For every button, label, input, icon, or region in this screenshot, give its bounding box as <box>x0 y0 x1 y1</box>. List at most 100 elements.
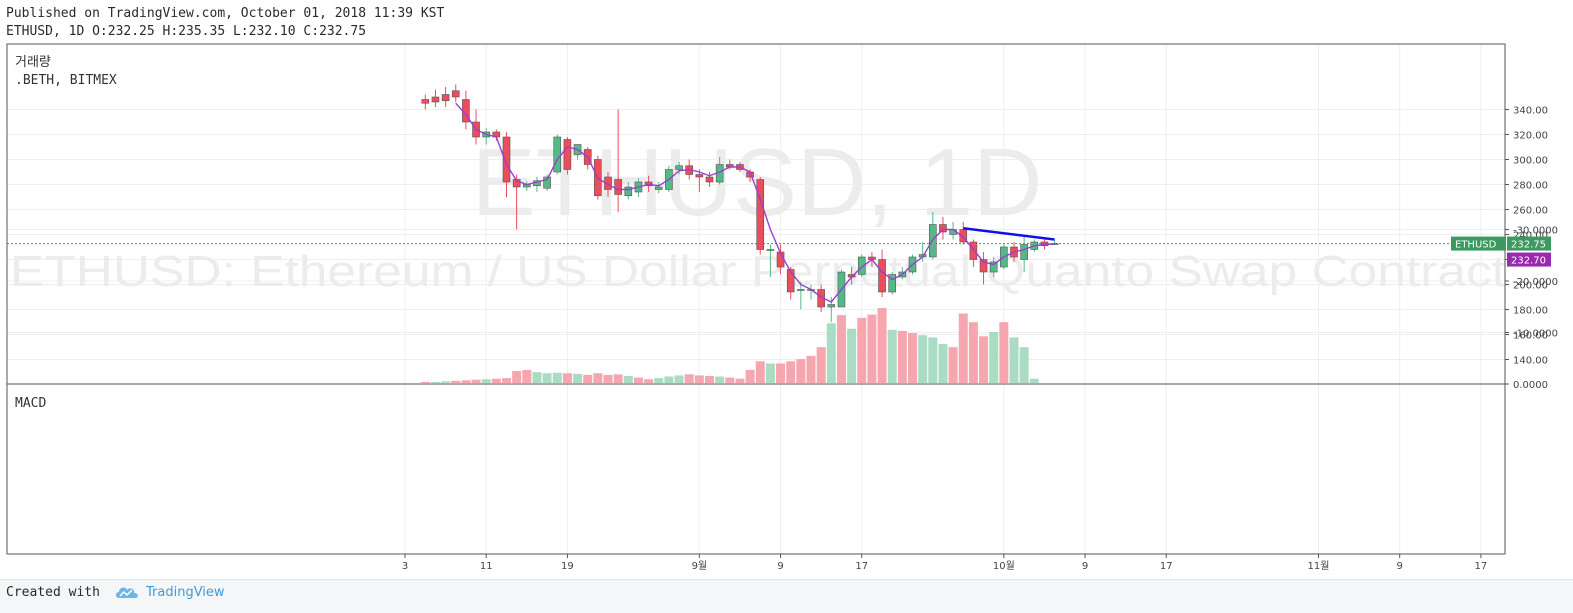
main-pane-label: 거래량 <box>15 55 51 70</box>
volume-bar <box>512 371 522 383</box>
price-tick-label: 280.00 <box>1513 181 1548 192</box>
candle-body <box>695 174 704 178</box>
price-tick-label: 260.00 <box>1513 206 1548 217</box>
volume-bar <box>958 313 968 383</box>
volume-bar <box>765 363 775 383</box>
volume-bar <box>532 372 542 383</box>
volume-bar <box>968 322 978 383</box>
volume-bar <box>471 379 481 383</box>
volume-bar <box>644 379 654 383</box>
candle-body <box>969 241 978 260</box>
macd-tick-label: -10.0000 <box>1513 329 1558 340</box>
volume-bar <box>1029 378 1039 383</box>
tradingview-cloud-icon[interactable] <box>114 584 140 600</box>
created-with-text: Created with <box>6 585 100 600</box>
volume-bar <box>806 355 816 383</box>
pane-border <box>6 43 1506 555</box>
volume-bar <box>887 329 897 383</box>
last-price-symbol: ETHUSD <box>1455 240 1497 251</box>
volume-bar <box>908 333 917 383</box>
volume-bar <box>796 359 806 383</box>
volume-bar <box>441 381 451 383</box>
price-tick-label: 180.00 <box>1513 306 1548 317</box>
candle-body <box>614 179 622 195</box>
volume-bar <box>522 369 532 383</box>
candle-body <box>857 256 866 275</box>
axes: 140.00160.00180.00200.00220.00240.00260.… <box>402 106 1558 573</box>
volume-bar <box>451 380 461 383</box>
watermark-description: ETHUSD: Ethereum / US Dollar Perpetual Q… <box>10 247 1506 296</box>
moving-average <box>455 102 1055 303</box>
time-tick-label: 17 <box>1160 561 1173 572</box>
volume-bar <box>816 347 826 383</box>
published-header: Published on TradingView.com, October 01… <box>6 6 445 21</box>
candle-body <box>563 139 572 170</box>
candle-body <box>878 259 886 293</box>
last-price-symbol-badge <box>1451 236 1506 251</box>
candle-body <box>939 224 947 233</box>
candle-body <box>888 274 897 293</box>
price-tick-label: 200.00 <box>1513 281 1548 292</box>
volume-bar <box>664 376 674 383</box>
volume-bar <box>745 369 755 383</box>
time-tick-label: 17 <box>1475 561 1488 572</box>
candle-body <box>756 179 765 250</box>
candle-body <box>786 269 795 293</box>
volume-bar <box>725 377 735 383</box>
moving-average-line <box>455 102 1055 303</box>
grid-lines <box>7 44 1505 554</box>
volume-bar <box>836 315 846 383</box>
volume-bar <box>897 330 907 383</box>
main-pane-sublabel: .BETH, BITMEX <box>15 73 117 88</box>
volume-bars <box>420 308 1039 383</box>
price-tick-label: 340.00 <box>1513 106 1548 117</box>
time-tick-label: 10월 <box>993 560 1015 572</box>
time-tick-label: 11월 <box>1308 560 1330 572</box>
volume-bar <box>623 375 633 383</box>
time-tick-label: 19 <box>561 561 574 572</box>
time-tick-label: 9 <box>777 561 783 572</box>
volume-bar <box>491 378 501 383</box>
volume-bar <box>502 378 511 383</box>
volume-bar <box>755 361 765 383</box>
price-tick-label: 160.00 <box>1513 331 1548 342</box>
time-tick-label: 9월 <box>692 560 708 572</box>
macd-tick-label: -30.0000 <box>1513 226 1558 237</box>
volume-bar <box>826 323 836 383</box>
footer: Created with TradingView <box>0 579 1573 613</box>
volume-bar <box>654 378 664 383</box>
macd-pane-label: MACD <box>15 396 46 411</box>
candle-body <box>604 176 612 190</box>
price-tick-label: 300.00 <box>1513 156 1548 167</box>
candle-body <box>441 94 450 102</box>
volume-bar <box>877 308 887 383</box>
candle-body <box>675 165 683 170</box>
candle-body <box>827 304 836 308</box>
other-price-value: 232.70 <box>1511 256 1546 267</box>
chart-canvas[interactable]: ETHUSD, 1D ETHUSD: Ethereum / US Dollar … <box>0 0 1573 580</box>
volume-bar <box>938 343 948 383</box>
volume-bar <box>481 379 491 383</box>
candle-body <box>705 176 714 183</box>
volume-bar <box>684 374 694 383</box>
candle-body <box>1020 244 1028 260</box>
candle-body <box>502 136 511 183</box>
volume-bar <box>999 322 1009 383</box>
volume-bar <box>583 374 593 383</box>
volume-bar <box>867 314 877 383</box>
volume-bar <box>430 381 440 383</box>
volume-bar <box>715 376 725 383</box>
volume-bar <box>1019 347 1029 383</box>
volume-bar <box>420 381 430 383</box>
chart-frame <box>6 43 1506 555</box>
candle-body <box>543 176 551 189</box>
candle-body <box>797 289 805 291</box>
volume-bar <box>928 337 938 383</box>
candle-body <box>989 261 998 273</box>
tradingview-link[interactable]: TradingView <box>146 585 225 600</box>
time-tick-label: 9 <box>1397 561 1403 572</box>
volume-bar <box>847 328 857 383</box>
volume-bar <box>776 363 786 383</box>
price-tick-label: 320.00 <box>1513 131 1548 142</box>
macd-tick-label: 0.0000 <box>1513 380 1548 391</box>
